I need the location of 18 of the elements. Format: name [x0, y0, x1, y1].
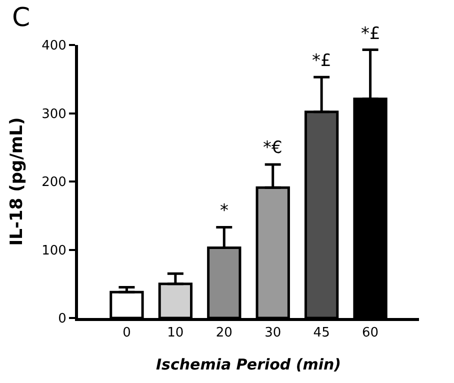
x-axis-title: Ischemia Period (min) — [156, 356, 342, 374]
y-tick-label: 400 — [42, 38, 66, 54]
y-tick-label: 100 — [42, 243, 66, 258]
y-tick-label: 0 — [58, 312, 66, 327]
y-tick-label: 300 — [42, 106, 66, 122]
annotation: * — [220, 201, 228, 221]
x-tick-label: 45 — [313, 326, 330, 341]
x-tick-label: 30 — [264, 326, 282, 341]
x-tick-label: 20 — [216, 326, 232, 341]
y-axis-title: IL-18 (pg/mL) — [7, 117, 28, 246]
annotation: *€ — [263, 138, 282, 158]
text: C — [12, 3, 30, 33]
annotation: *£ — [361, 24, 380, 44]
x-tick-label: 0 — [122, 326, 131, 341]
x-tick-label: 10 — [167, 326, 184, 341]
y-tick-label: 200 — [42, 175, 66, 190]
x-tick-label: 60 — [362, 326, 379, 341]
annotation: *£ — [312, 51, 332, 71]
